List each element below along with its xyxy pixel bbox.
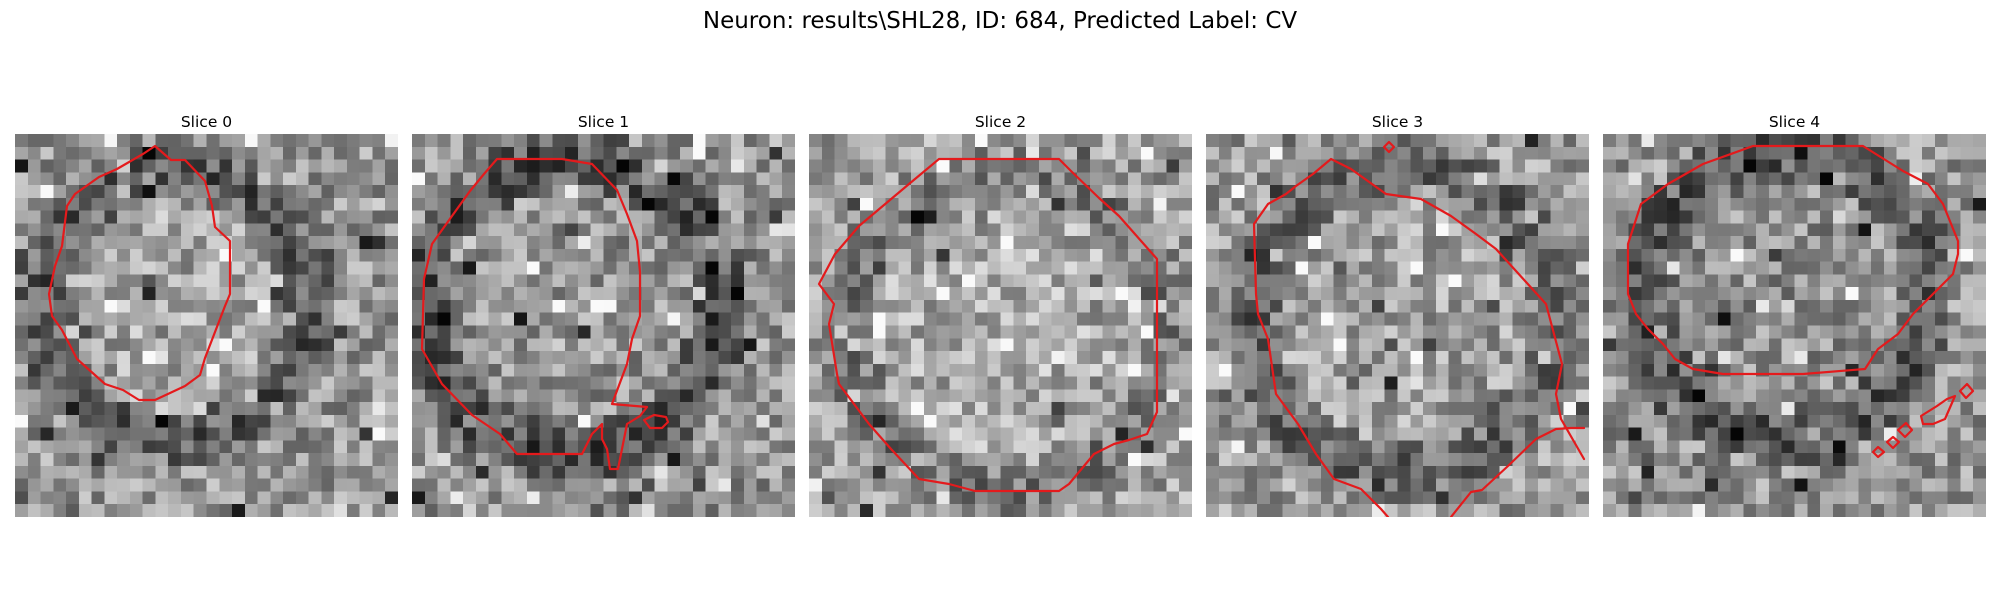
slice-panel-1: Slice 1: [412, 110, 795, 134]
segmentation-contour-main: [1254, 159, 1584, 517]
slice-image: [809, 134, 1192, 517]
slice-panel-3: Slice 3: [1206, 110, 1589, 134]
segmentation-contour: [422, 159, 647, 469]
contour-overlay: [15, 134, 398, 517]
segmentation-contour-small-4: [1873, 447, 1884, 457]
slice-image: [1603, 134, 1986, 517]
segmentation-contour-main: [1628, 146, 1958, 374]
slice-panel-2: Slice 2: [809, 110, 1192, 134]
contour-overlay: [412, 134, 795, 517]
slice-image: [15, 134, 398, 517]
slice-panel-4: Slice 4: [1603, 110, 1986, 134]
segmentation-contour: [49, 146, 230, 400]
segmentation-contour-small-2: [1898, 423, 1912, 437]
slice-image: [412, 134, 795, 517]
segmentation-contour: [819, 159, 1157, 491]
segmentation-contour-small-1: [1960, 384, 1973, 398]
slice-panel-0: Slice 0: [15, 110, 398, 134]
segmentation-contour-blob: [1921, 396, 1955, 424]
slice-title: Slice 3: [1206, 110, 1589, 134]
figure-title: Neuron: results\SHL28, ID: 684, Predicte…: [0, 8, 2000, 34]
segmentation-contour-small: [644, 415, 668, 428]
slice-title: Slice 1: [412, 110, 795, 134]
slice-title: Slice 2: [809, 110, 1192, 134]
slice-title: Slice 4: [1603, 110, 1986, 134]
segmentation-contour-lower: [1451, 428, 1584, 517]
slice-title: Slice 0: [15, 110, 398, 134]
slice-image: [1206, 134, 1589, 517]
segmentation-contour-small-3: [1887, 437, 1899, 448]
segmentation-contour-small: [1384, 142, 1394, 152]
contour-overlay: [1206, 134, 1589, 517]
contour-overlay: [809, 134, 1192, 517]
contour-overlay: [1603, 134, 1986, 517]
